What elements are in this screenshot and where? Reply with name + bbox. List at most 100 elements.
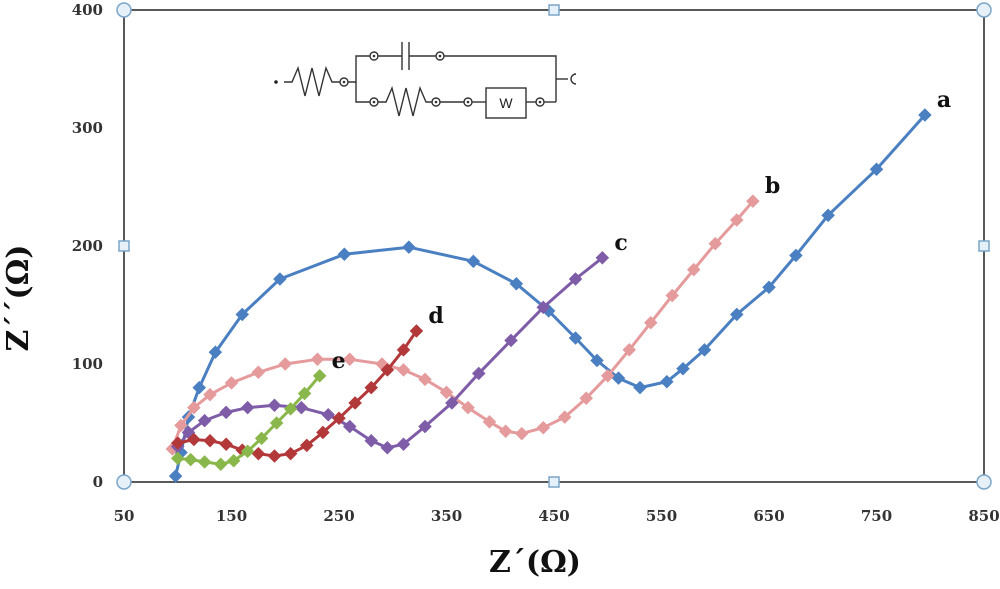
series-c-line [176,256,604,450]
series-e-label: e [332,348,346,374]
series-a-point [192,380,207,395]
corner-handle [976,2,992,18]
series-a-point [235,307,250,322]
series-a-label: a [937,87,951,113]
series-b-point [342,352,357,367]
x-axis-title: Z´(Ω) [489,545,581,580]
edge-handle [548,476,560,488]
series-a-point [697,342,712,357]
circuit-terminal-left [274,80,278,84]
circuit-node-dot [466,100,470,104]
series-d-point [409,324,424,338]
series-c-point [197,413,212,428]
series-layer [165,108,932,483]
series-d-point [364,380,379,395]
circuit-left-bus-lower [355,82,370,103]
series-b-point [396,363,411,377]
series-d-line [177,330,418,458]
series-c-point [445,396,459,410]
series-a-point [676,361,690,376]
series-a-point [821,208,835,223]
y-tick-label: 400 [72,1,103,19]
series-c-point [219,405,233,420]
circuit-terminal-right [570,73,577,85]
series-d-point [170,436,185,450]
series-a-point [789,248,803,263]
series-b-point [174,418,188,433]
series-e-point [226,453,241,468]
series-b-point [187,400,201,415]
series-c-point [380,440,395,455]
series-a-point [918,108,932,122]
series-a-point [168,469,183,483]
x-tick-label: 50 [114,507,135,525]
series-a-point [762,280,776,295]
series-b-point [418,372,432,387]
circuit-right-bus-upper [444,55,557,102]
series-a-point [660,374,674,389]
series-d-point [203,433,217,448]
series-b-line [170,200,755,450]
series-b-point [251,365,266,380]
series-a-point [466,254,481,269]
series-c-point [364,433,379,448]
series-b-point [729,213,744,227]
series-d-point [187,432,201,447]
series-c-point [471,366,486,381]
circuit-node-dot [372,100,376,104]
y-tick-label: 100 [72,355,103,373]
x-tick-label: 650 [753,507,784,525]
edge-handle [548,4,560,16]
series-a-point [273,272,287,286]
series-c-point [321,407,336,422]
edge-handle [118,240,130,252]
series-b-label: b [765,173,780,199]
series-b-point [514,426,529,441]
series-d-point [396,342,411,357]
series-b-point [498,424,513,439]
series-e-point [197,455,212,469]
series-c-point [595,250,610,265]
series-c-point [267,398,282,413]
x-tick-label: 450 [538,507,569,525]
series-a-point [568,331,583,345]
series-d-point [332,411,346,426]
series-d-point [299,438,314,453]
series-e-point [240,444,255,459]
series-b-point [600,368,615,383]
circuit-node-dot [342,80,346,84]
series-e-point [213,457,228,472]
series-a-point [590,353,604,368]
series-b [165,194,760,456]
circuit-warburg-label: W [499,95,513,111]
series-b-point [439,385,454,400]
y-tick-label: 300 [72,119,103,137]
series-a-point [509,276,524,291]
series-b-point [482,414,497,429]
x-tick-label: 750 [861,507,892,525]
y-tick-label: 200 [72,237,103,255]
series-c-label: c [614,230,627,256]
series-e [170,368,327,472]
series-e-point [183,452,198,467]
series-e-point [283,401,298,416]
series-d [170,324,424,463]
series-b-point [461,400,475,415]
series-d-point [348,396,362,410]
circuit-resistor-rs [284,65,340,97]
circuit-left-bus [348,55,370,83]
series-c-point [418,419,432,434]
series-d-point [251,446,266,461]
series-c-point [342,419,357,434]
series-b-point [579,391,594,406]
y-tick-label: 0 [93,473,103,491]
x-axis-ticks: 50 150 250 350 450 550 650 750 850 [114,507,1000,525]
series-b-point [557,410,572,424]
edge-handle [978,240,990,252]
selection-handles [116,2,992,490]
series-d-point [380,363,395,377]
y-axis-title: Z´´(Ω) [1,245,36,352]
series-a-line [174,114,927,477]
